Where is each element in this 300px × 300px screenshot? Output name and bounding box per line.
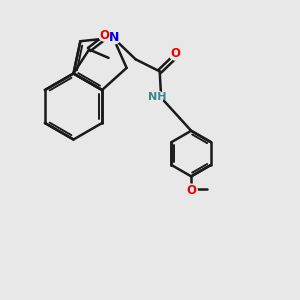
Text: O: O bbox=[170, 47, 180, 61]
Text: NH: NH bbox=[148, 92, 167, 102]
Circle shape bbox=[99, 29, 111, 41]
Circle shape bbox=[151, 91, 163, 103]
Text: N: N bbox=[109, 31, 120, 44]
Circle shape bbox=[185, 184, 197, 196]
Circle shape bbox=[108, 32, 120, 44]
Text: O: O bbox=[186, 184, 196, 197]
Text: O: O bbox=[100, 28, 110, 42]
Circle shape bbox=[169, 48, 181, 60]
